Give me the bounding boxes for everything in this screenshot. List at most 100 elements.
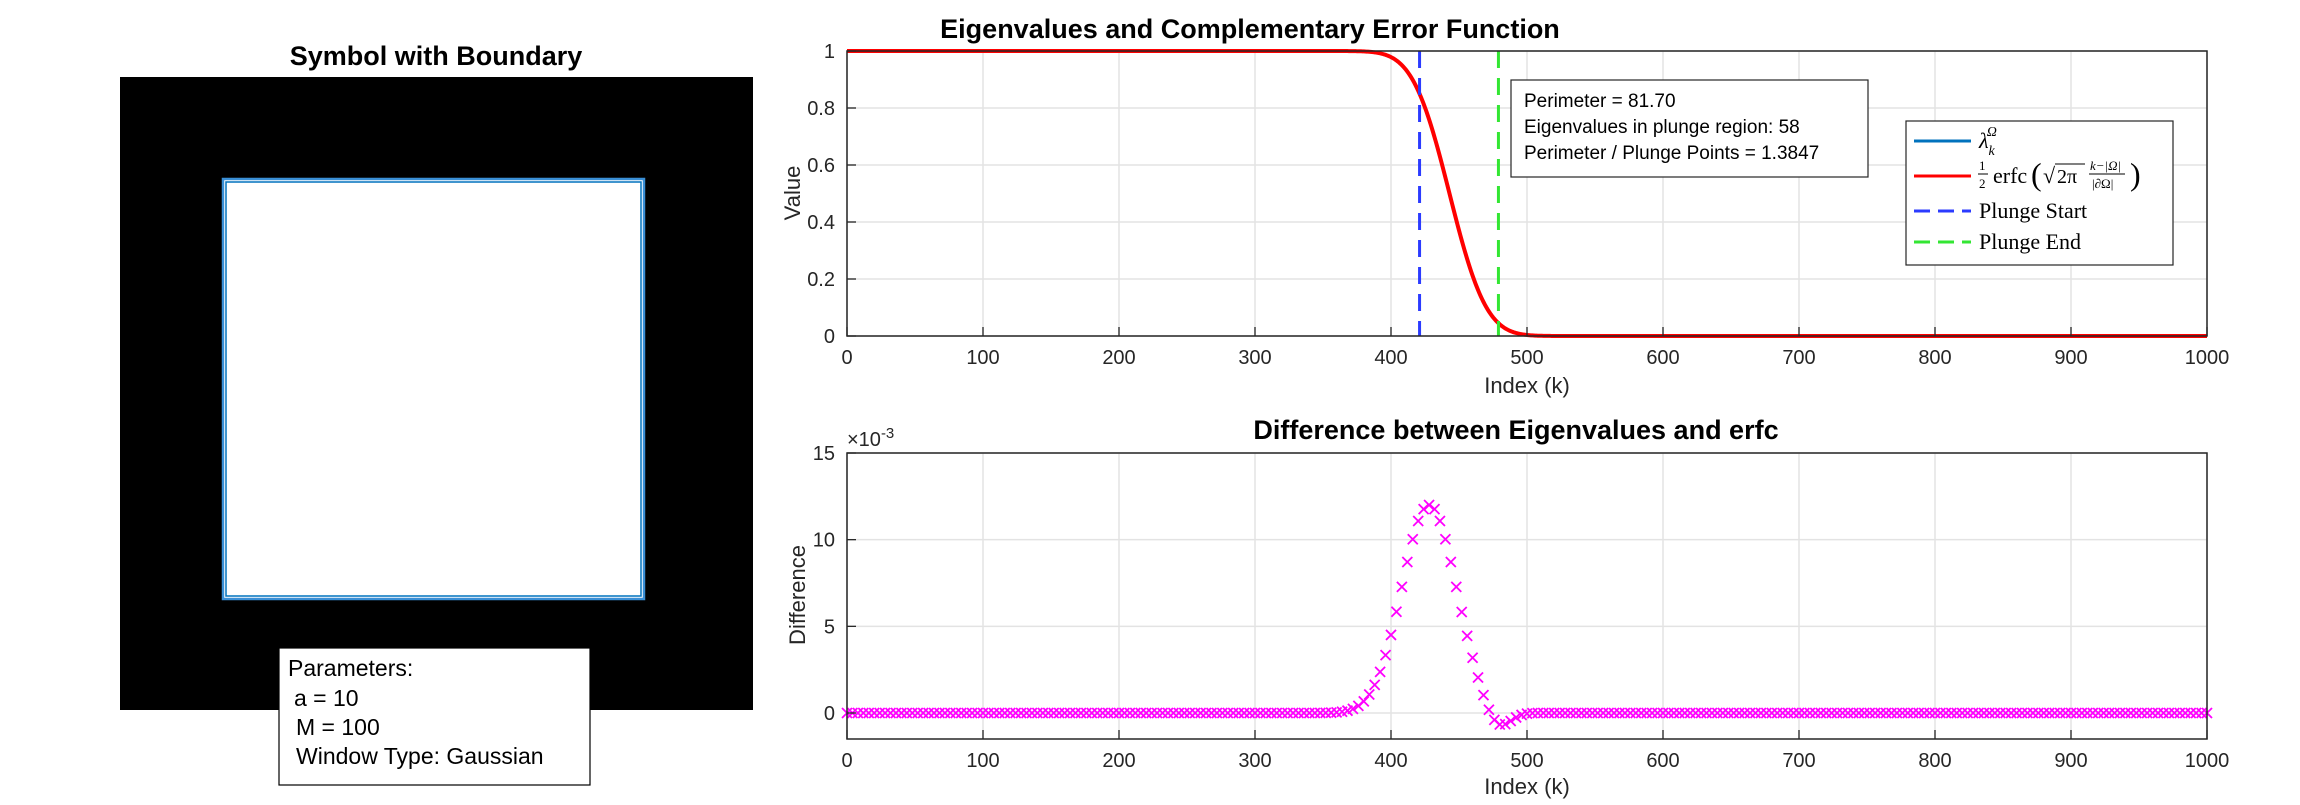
perimeter-ratio-text: Perimeter / Plunge Points = 1.3847 — [1524, 143, 1819, 164]
eig-xtick-label-500: 500 — [1510, 347, 1543, 369]
diff-xtick-label-1000: 1000 — [2185, 750, 2230, 772]
difference-chart-grid — [846, 452, 2208, 739]
diff-xtick-label-600: 600 — [1646, 750, 1679, 772]
eig-xtick-label-800: 800 — [1918, 347, 1951, 369]
difference-point-404 — [1390, 606, 1403, 618]
eig-xtick-label-900: 900 — [2054, 347, 2087, 369]
difference-chart: Difference between Eigenvalues and erfc … — [785, 415, 2229, 799]
eigenvalue-chart-ylabel: Value — [780, 166, 805, 221]
difference-point-400 — [1385, 629, 1397, 641]
difference-point-412 — [1401, 556, 1413, 568]
plunge-count-text: Eigenvalues in plunge region: 58 — [1524, 117, 1800, 138]
difference-point-452 — [1456, 606, 1468, 618]
eig-xtick-label-300: 300 — [1238, 347, 1271, 369]
difference-chart-exponent: ×10-3 — [847, 425, 894, 451]
difference-point-468 — [1477, 689, 1490, 701]
diff-ytick-label-3: 15 — [813, 443, 835, 465]
eig-xtick-label-600: 600 — [1646, 347, 1679, 369]
plunge-annotation-frame — [1510, 79, 1869, 178]
difference-point-384 — [1363, 688, 1375, 701]
svg-text:|∂Ω|: |∂Ω| — [2092, 176, 2113, 191]
difference-point-416 — [1407, 533, 1419, 545]
diff-xtick-label-800: 800 — [1918, 750, 1951, 772]
parameter-window-type: Window Type: Gaussian — [296, 743, 544, 769]
parameters-heading: Parameters: — [288, 655, 413, 681]
svg-text:): ) — [2130, 156, 2141, 192]
perimeter-text: Perimeter = 81.70 — [1524, 91, 1676, 112]
diff-xtick-label-0: 0 — [841, 750, 852, 772]
diff-ytick-label-2: 10 — [813, 530, 835, 552]
difference-point-448 — [1450, 581, 1462, 593]
eigenvalue-chart-legend: λkΩ 1 2 erfc ( √ 2π k−|Ω| |∂Ω| ) Plunge … — [1905, 120, 2174, 266]
svg-text:k−|Ω|: k−|Ω| — [2090, 158, 2121, 173]
difference-point-396 — [1379, 649, 1392, 661]
diff-xtick-label-400: 400 — [1374, 750, 1407, 772]
eigenvalue-chart-ticks: 0 100 200 300 400 500 600 700 800 900 1000 0 0.2 0.4 0… — [807, 41, 2229, 369]
eig-ytick-label-2: 0.4 — [807, 212, 835, 234]
diff-xtick-label-900: 900 — [2054, 750, 2087, 772]
difference-point-440 — [1439, 533, 1452, 545]
parameters-box: Parameters: a = 10 M = 100 Window Type: … — [278, 647, 591, 786]
difference-point-488 — [1505, 715, 1517, 727]
legend-label-plunge-end: Plunge End — [1979, 229, 2081, 254]
difference-chart-title: Difference between Eigenvalues and erfc — [1253, 415, 1778, 445]
eig-xtick-label-700: 700 — [1782, 347, 1815, 369]
difference-point-492 — [1510, 711, 1522, 724]
eig-ytick-label-5: 1 — [824, 41, 835, 63]
diff-xtick-label-500: 500 — [1510, 750, 1543, 772]
svg-text:(: ( — [2031, 156, 2042, 192]
difference-point-380 — [1358, 695, 1370, 707]
difference-chart-plot-area — [841, 499, 2213, 731]
eig-ytick-label-4: 0.8 — [807, 98, 835, 120]
diff-ytick-label-1: 5 — [824, 616, 835, 638]
parameter-m: M = 100 — [296, 714, 380, 740]
difference-point-456 — [1461, 630, 1473, 642]
eig-ytick-label-0: 0 — [824, 326, 835, 348]
difference-point-460 — [1466, 652, 1479, 664]
symbol-panel-title: Symbol with Boundary — [290, 41, 583, 71]
eig-ytick-label-3: 0.6 — [807, 155, 835, 177]
diff-ytick-label-0: 0 — [824, 703, 835, 725]
difference-point-464 — [1472, 671, 1484, 684]
svg-text:2π: 2π — [2057, 166, 2077, 188]
symbol-square-region — [221, 177, 646, 601]
diff-xtick-label-700: 700 — [1782, 750, 1815, 772]
difference-point-372 — [1347, 703, 1359, 715]
svg-text:erfc: erfc — [1993, 163, 2027, 188]
eig-xtick-label-0: 0 — [841, 347, 852, 369]
legend-label-eigenvalues: λkΩ — [1978, 125, 1997, 159]
symbol-boundary-outline — [225, 181, 642, 597]
eigenvalue-chart-title: Eigenvalues and Complementary Error Func… — [940, 14, 1560, 44]
difference-point-444 — [1445, 556, 1457, 568]
legend-label-plunge-start: Plunge Start — [1979, 198, 2087, 223]
difference-point-484 — [1499, 718, 1511, 730]
svg-text:2: 2 — [1979, 176, 1986, 191]
diff-xtick-label-100: 100 — [966, 750, 999, 772]
difference-point-436 — [1434, 515, 1446, 527]
legend-label-erfc: 1 2 erfc ( √ 2π k−|Ω| |∂Ω| ) — [1978, 156, 2141, 192]
difference-point-420 — [1412, 515, 1424, 527]
difference-point-388 — [1369, 679, 1381, 691]
difference-point-472 — [1483, 704, 1495, 716]
difference-point-424 — [1418, 503, 1430, 515]
diff-xtick-label-300: 300 — [1238, 750, 1271, 772]
difference-chart-ylabel: Difference — [785, 545, 810, 645]
svg-text:√: √ — [2043, 163, 2056, 188]
eig-xtick-label-100: 100 — [966, 347, 999, 369]
diff-xtick-label-200: 200 — [1102, 750, 1135, 772]
difference-chart-xlabel: Index (k) — [1484, 774, 1570, 799]
difference-chart-ticks: 0 100 200 300 400 500 600 700 800 900 1000 0 5 10 15 — [813, 443, 2230, 772]
parameters-box-frame — [278, 647, 591, 786]
eig-xtick-label-400: 400 — [1374, 347, 1407, 369]
difference-point-392 — [1374, 666, 1386, 678]
eigenvalue-chart: Eigenvalues and Complementary Error Func… — [780, 14, 2229, 398]
plunge-annotation-box: Perimeter = 81.70 Eigenvalues in plunge … — [1510, 79, 1869, 178]
difference-point-408 — [1396, 581, 1408, 593]
eigenvalue-chart-xlabel: Index (k) — [1484, 373, 1570, 398]
difference-point-432 — [1428, 503, 1441, 515]
eig-xtick-label-1000: 1000 — [2185, 347, 2230, 369]
eig-ytick-label-1: 0.2 — [807, 269, 835, 291]
difference-point-428 — [1423, 499, 1435, 511]
parameter-a: a = 10 — [294, 685, 359, 711]
